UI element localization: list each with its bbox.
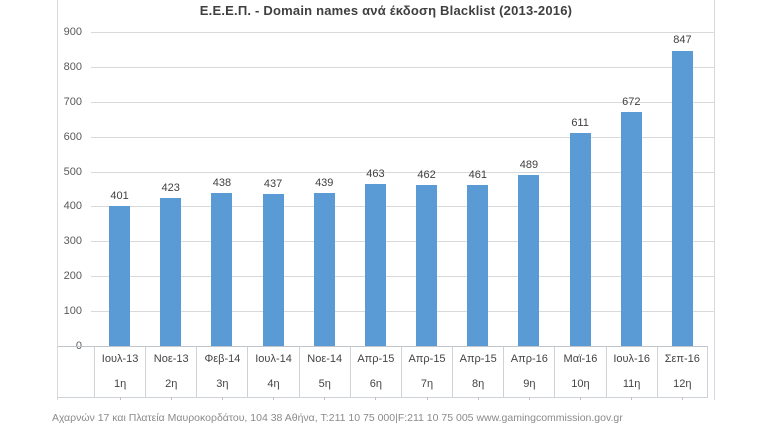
gridline	[91, 136, 715, 138]
category-edition-label: 5η	[318, 378, 331, 390]
category-month-label: Απρ-15	[357, 353, 395, 365]
category-edition-label: 2η	[165, 378, 178, 390]
category-month-label: Ιουλ-16	[613, 353, 650, 365]
bar-value-label: 439	[315, 176, 334, 189]
category-edition-label: 4η	[267, 378, 280, 390]
bar	[620, 111, 642, 346]
y-axis-tick-label: 300	[63, 235, 82, 248]
category-edition-label: 12η	[673, 378, 692, 390]
y-axis-tick-label: 500	[63, 165, 82, 178]
category-cell: Απρ-15 8η	[452, 347, 503, 397]
category-month-label: Φεβ-14	[204, 353, 241, 365]
y-axis-tick-label: 400	[63, 200, 82, 213]
category-axis-tick	[119, 397, 121, 400]
category-month-label: Νοε-13	[153, 353, 189, 365]
category-month-label: Απρ-16	[510, 353, 548, 365]
category-axis-tick	[375, 397, 377, 400]
category-month-label: Απρ-15	[408, 353, 446, 365]
bar-value-label: 847	[673, 34, 692, 47]
category-edition-label: 6η	[369, 378, 382, 390]
bar-value-label: 461	[468, 169, 487, 182]
category-edition-label: 7η	[420, 378, 434, 390]
category-month-label: Μαϊ-16	[563, 353, 598, 365]
bar	[416, 184, 438, 346]
category-cell: Νοε-13 2η	[145, 347, 196, 397]
category-month-label: Απρ-15	[459, 353, 497, 365]
category-month-label: Ιουλ-14	[255, 353, 292, 365]
bar	[569, 132, 591, 346]
category-month-label: Ιουλ-13	[101, 353, 139, 365]
y-axis-tick-label: 200	[63, 270, 82, 283]
bar	[160, 198, 182, 346]
category-axis-tick	[682, 397, 684, 400]
category-edition-label: 8η	[472, 378, 485, 390]
gridline	[91, 66, 715, 68]
gridline	[91, 241, 715, 243]
category-cell: Ιουλ-13 1η	[94, 347, 145, 397]
bar-value-label: 489	[519, 159, 539, 172]
category-edition-label: 10η	[571, 378, 590, 390]
gridline	[91, 101, 715, 103]
category-cell: Σεπ-16 12η	[656, 347, 708, 397]
category-edition-label: 11η	[622, 378, 641, 390]
bar	[467, 185, 489, 346]
y-axis-tick-label: 100	[63, 305, 82, 318]
category-axis-tick	[324, 397, 326, 400]
bar-value-label: 437	[263, 177, 283, 190]
bar-value-label: 672	[622, 95, 641, 108]
category-cell: Απρ-15 7η	[400, 347, 452, 397]
category-cell: Μαϊ-16 10η	[554, 347, 605, 397]
gridline	[91, 311, 715, 313]
gridline	[91, 171, 715, 173]
category-cell: Ιουλ-14 4η	[247, 347, 298, 397]
gridline	[91, 32, 715, 33]
bar-value-label: 423	[161, 182, 180, 195]
category-month-label: Σεπ-16	[664, 353, 700, 365]
bar-value-label: 611	[571, 116, 589, 129]
category-cell: Νοε-14 5η	[298, 347, 350, 397]
category-cell: Ιουλ-16 11η	[605, 347, 657, 397]
chart-title: Ε.Ε.Ε.Π. - Domain names ανά έκδοση Black…	[199, 3, 573, 18]
bar	[211, 193, 233, 346]
y-axis-tick-label: 600	[63, 130, 82, 143]
category-cell: Απρ-15 6η	[349, 347, 401, 397]
y-axis-tick-label: 700	[63, 95, 82, 108]
bar	[109, 206, 131, 346]
category-edition-label: 3η	[216, 378, 229, 390]
category-axis-tick	[273, 397, 275, 400]
bar-value-label: 401	[110, 190, 129, 203]
y-axis-tick-label: 800	[63, 60, 82, 73]
category-axis-tick	[580, 397, 582, 400]
bar-value-label: 438	[212, 177, 232, 190]
y-axis-tick-label: 900	[63, 26, 82, 38]
bar-value-label: 462	[417, 168, 436, 181]
category-axis-table: Ιουλ-13 1η Νοε-13 2η Φεβ-14 3η Ιουλ-14 4η Νοε-14…	[58, 346, 708, 398]
y-axis-labels: 0 100 200 300 400 500 600 700 800 900	[58, 26, 84, 352]
category-axis-tick	[631, 397, 633, 400]
category-axis-tick	[477, 397, 479, 400]
category-axis-corner-cell	[58, 347, 94, 397]
bar	[671, 50, 693, 346]
category-edition-label: 1η	[113, 378, 127, 390]
chart-container: Ε.Ε.Ε.Π. - Domain names ανά έκδοση Black…	[57, 0, 715, 400]
bar	[518, 175, 540, 346]
bar	[313, 192, 335, 346]
category-axis-tick	[426, 397, 428, 400]
bar	[364, 184, 386, 346]
category-month-label: Νοε-14	[307, 353, 343, 365]
category-edition-label: 9η	[523, 378, 536, 390]
gridline	[91, 276, 715, 278]
bar	[262, 193, 284, 346]
footer-address: Αχαρνών 17 και Πλατεία Μαυροκορδάτου, 10…	[52, 412, 623, 424]
category-axis-tick	[170, 397, 172, 400]
category-axis-tick	[528, 397, 530, 400]
category-axis-tick	[221, 397, 223, 400]
plot-area: 401 423 438 437 439 463 462 461 489 611 672 847	[91, 32, 715, 346]
gridline	[91, 206, 715, 208]
category-cell: Απρ-16 9η	[503, 347, 554, 397]
category-cell: Φεβ-14 3η	[196, 347, 247, 397]
bar-value-label: 463	[366, 168, 385, 181]
